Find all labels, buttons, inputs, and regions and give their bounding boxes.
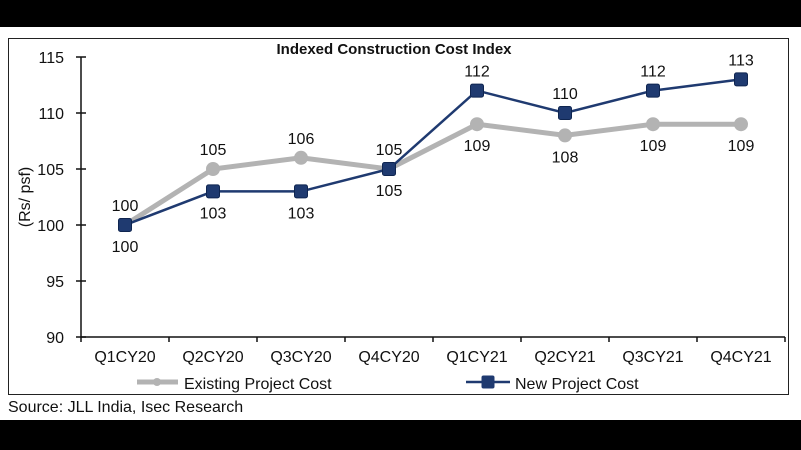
data-label: 109 <box>640 138 667 155</box>
data-label: 112 <box>640 64 666 81</box>
source-note: Source: JLL India, Isec Research <box>8 399 244 416</box>
data-point-existing <box>646 117 660 132</box>
data-label: 103 <box>200 205 227 222</box>
data-label: 105 <box>200 142 227 159</box>
legend-label-existing: Existing Project Cost <box>184 376 332 393</box>
data-label: 103 <box>288 205 315 222</box>
x-tick-label: Q4CY21 <box>710 349 771 366</box>
data-point-new <box>382 162 396 176</box>
data-label: 113 <box>728 52 754 69</box>
data-label: 110 <box>552 86 578 103</box>
data-point-new <box>118 218 132 232</box>
chart-frame <box>8 38 789 395</box>
series-line-1 <box>124 78 742 227</box>
legend-marker-existing <box>153 378 161 386</box>
y-tick-label: 115 <box>38 50 64 67</box>
y-tick-label: 95 <box>46 274 64 291</box>
data-point-existing <box>470 117 484 132</box>
data-point-new <box>470 83 484 98</box>
data-label: 108 <box>552 149 579 166</box>
data-label: 100 <box>112 239 139 256</box>
chart-title: Indexed Construction Cost Index <box>276 41 512 58</box>
data-point-existing <box>558 128 572 143</box>
x-tick-label: Q2CY20 <box>182 349 243 366</box>
data-label: 100 <box>112 198 139 215</box>
y-axis-label: (Rs/ psf) <box>17 167 34 227</box>
data-label: 105 <box>376 183 403 200</box>
y-tick-label: 110 <box>38 106 64 123</box>
x-tick-label: Q2CY21 <box>534 349 595 366</box>
x-tick-label: Q3CY20 <box>270 349 331 366</box>
data-label: 106 <box>288 131 315 148</box>
x-tick-label: Q3CY21 <box>622 349 683 366</box>
data-point-new <box>294 184 308 199</box>
x-tick-label: Q4CY20 <box>358 349 419 366</box>
x-tick-label: Q1CY21 <box>446 349 507 366</box>
legend-label-new: New Project Cost <box>515 376 639 393</box>
y-tick-label: 105 <box>37 162 64 179</box>
chart-page: Source: JLL India, Isec Research <box>0 27 801 420</box>
data-point-existing <box>294 150 308 165</box>
data-point-new <box>558 106 572 120</box>
y-tick-label: 100 <box>37 218 64 235</box>
data-point-existing <box>734 117 748 132</box>
data-label: 105 <box>376 142 403 159</box>
data-point-new <box>646 83 660 98</box>
data-point-new <box>206 184 220 199</box>
x-tick-label: Q1CY20 <box>94 349 155 366</box>
data-label: 109 <box>464 138 491 155</box>
data-point-existing <box>206 162 220 176</box>
series-line-0 <box>123 121 741 228</box>
data-label: 109 <box>728 138 755 155</box>
y-tick-label: 90 <box>46 330 64 347</box>
data-label: 112 <box>464 64 490 81</box>
data-point-new <box>734 72 748 87</box>
legend-marker-new <box>481 375 495 389</box>
